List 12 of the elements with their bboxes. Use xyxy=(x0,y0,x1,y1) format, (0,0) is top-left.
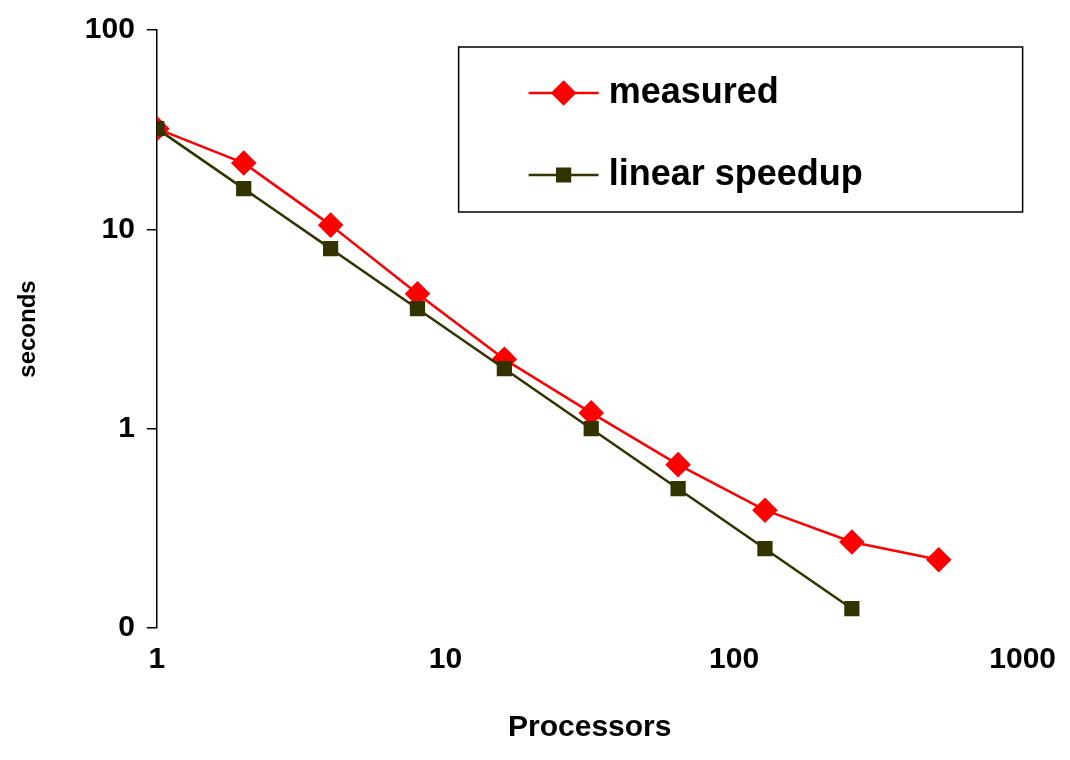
y-tick-label: 100 xyxy=(84,11,135,45)
x-tick-label: 10 xyxy=(428,641,463,675)
legend-label: measured xyxy=(608,69,779,111)
y-tick-label: 1 xyxy=(118,409,135,443)
y-axis-title: seconds xyxy=(13,280,41,378)
x-axis-title: Processors xyxy=(508,709,672,743)
y-tick-label: 0 xyxy=(118,609,135,643)
x-tick-label: 1000 xyxy=(989,641,1057,675)
x-tick-label: 1 xyxy=(148,641,166,675)
x-tick-label: 100 xyxy=(709,641,760,675)
legend-label: linear speedup xyxy=(608,151,863,193)
y-tick-label: 10 xyxy=(101,210,135,244)
